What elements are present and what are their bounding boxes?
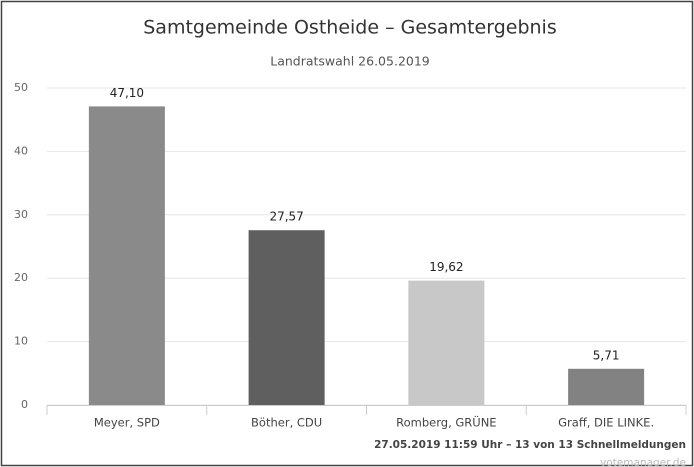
- x-tick-label: Graff, DIE LINKE.: [558, 416, 654, 430]
- bar: [408, 280, 485, 405]
- chart-title: Samtgemeinde Ostheide – Gesamtergebnis: [143, 17, 556, 39]
- y-tick-label: 20: [14, 271, 28, 284]
- y-tick-label: 0: [21, 398, 28, 411]
- x-tick-label: Meyer, SPD: [94, 416, 160, 430]
- y-tick-label: 30: [14, 208, 28, 221]
- bar: [248, 230, 325, 405]
- y-tick-label: 50: [14, 81, 28, 94]
- data-label: 47,10: [110, 86, 144, 100]
- footnote: 27.05.2019 11:59 Uhr – 13 von 13 Schnell…: [374, 439, 686, 451]
- chart-subtitle: Landratswahl 26.05.2019: [270, 54, 430, 69]
- data-label: 27,57: [269, 210, 303, 224]
- x-tick-label: Romberg, GRÜNE: [396, 414, 496, 430]
- bar: [88, 106, 165, 406]
- data-label: 19,62: [429, 260, 463, 274]
- data-label: 5,71: [593, 348, 620, 362]
- y-tick-label: 10: [14, 335, 28, 348]
- y-tick-label: 40: [14, 144, 28, 157]
- x-tick-label: Böther, CDU: [251, 416, 322, 430]
- bar: [568, 368, 645, 405]
- credit: votemanager.de: [600, 457, 686, 467]
